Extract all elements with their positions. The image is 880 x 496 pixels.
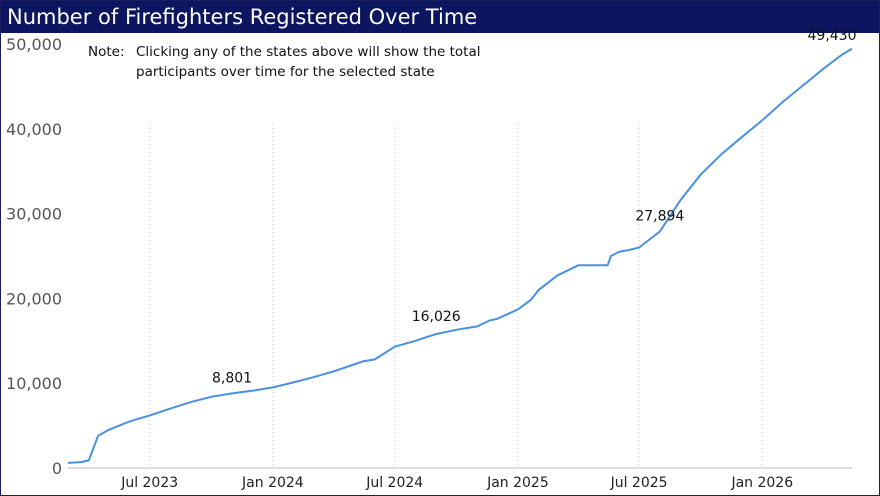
y-tick-label: 30,000 bbox=[6, 205, 62, 224]
data-label: 8,801 bbox=[212, 370, 252, 386]
x-tick-label: Jul 2024 bbox=[365, 475, 423, 491]
chart-note: Note: Clicking any of the states above w… bbox=[88, 44, 481, 80]
y-tick-label: 10,000 bbox=[6, 374, 62, 393]
x-tick-label: Jan 2026 bbox=[730, 475, 793, 491]
y-tick-label: 20,000 bbox=[6, 289, 62, 308]
data-labels: 8,801 16,026 27,894 49,430 bbox=[212, 28, 857, 387]
x-tick-label: Jul 2023 bbox=[120, 475, 178, 491]
note-line-2: participants over time for the selected … bbox=[136, 64, 435, 80]
chart-title: Number of Firefighters Registered Over T… bbox=[1, 1, 879, 33]
x-tick-label: Jan 2024 bbox=[241, 475, 304, 491]
series-line bbox=[67, 47, 853, 464]
data-label: 16,026 bbox=[412, 309, 461, 325]
y-axis: 0 10,000 20,000 30,000 40,000 50,000 bbox=[6, 35, 62, 478]
note-label: Note: bbox=[88, 44, 125, 60]
note-line-1: Clicking any of the states above will sh… bbox=[136, 44, 481, 60]
gridlines bbox=[149, 124, 763, 468]
y-tick-label: 50,000 bbox=[6, 35, 62, 54]
data-label: 49,430 bbox=[808, 28, 857, 44]
x-tick-label: Jan 2025 bbox=[486, 475, 549, 491]
x-tick-label: Jul 2025 bbox=[610, 475, 668, 491]
data-label: 27,894 bbox=[635, 208, 684, 224]
x-axis: Jul 2023 Jan 2024 Jul 2024 Jan 2025 Jul 2025… bbox=[120, 475, 793, 491]
y-tick-label: 40,000 bbox=[6, 120, 62, 139]
y-tick-label: 0 bbox=[52, 459, 62, 478]
